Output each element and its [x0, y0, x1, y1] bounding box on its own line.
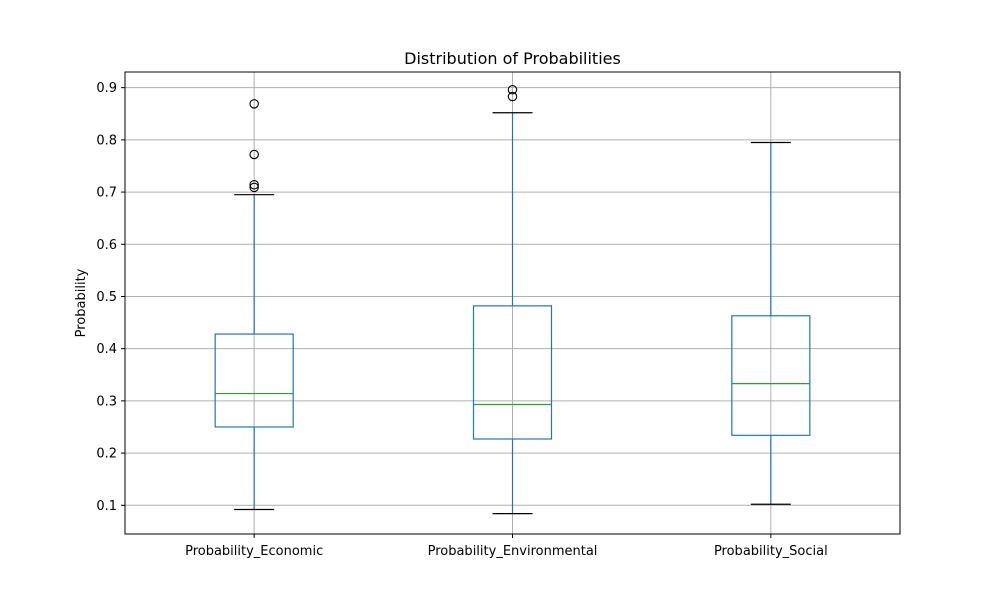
y-tick-label: 0.7: [96, 186, 117, 201]
x-tick-label: Probability_Environmental: [428, 544, 598, 559]
chart-title: Distribution of Probabilities: [404, 49, 621, 68]
y-tick-label: 0.2: [96, 447, 117, 462]
y-tick-label: 0.9: [96, 81, 117, 96]
outlier-point: [249, 182, 259, 193]
outlier-point: [507, 91, 518, 102]
y-tick-label: 0.6: [96, 238, 117, 253]
x-tick-label: Probability_Economic: [185, 544, 323, 559]
box-group: [472, 84, 553, 515]
x-axis-ticks: Probability_Economic Probability_Environm…: [185, 534, 828, 559]
iqr-box: [472, 305, 553, 440]
y-tick-label: 0.3: [96, 394, 117, 409]
outlier-point: [249, 180, 259, 190]
y-axis-label: Probability: [74, 268, 89, 337]
box-group: [214, 99, 294, 511]
y-tick-label: 0.4: [96, 342, 117, 357]
outlier-point: [249, 149, 259, 160]
box-group: [731, 141, 811, 505]
outlier-point: [507, 84, 518, 95]
y-tick-label: 0.8: [96, 133, 117, 148]
outlier-point: [249, 99, 259, 109]
y-axis-ticks: 0.1 0.2 0.3 0.4 0.5 0.6 0.7 0.8 0.9: [96, 81, 125, 514]
box-plot-series: [214, 84, 811, 515]
iqr-box: [214, 333, 294, 428]
y-tick-label: 0.1: [96, 499, 117, 514]
iqr-box: [731, 315, 811, 436]
y-tick-label: 0.5: [96, 290, 117, 305]
x-tick-label: Probability_Social: [714, 544, 828, 559]
